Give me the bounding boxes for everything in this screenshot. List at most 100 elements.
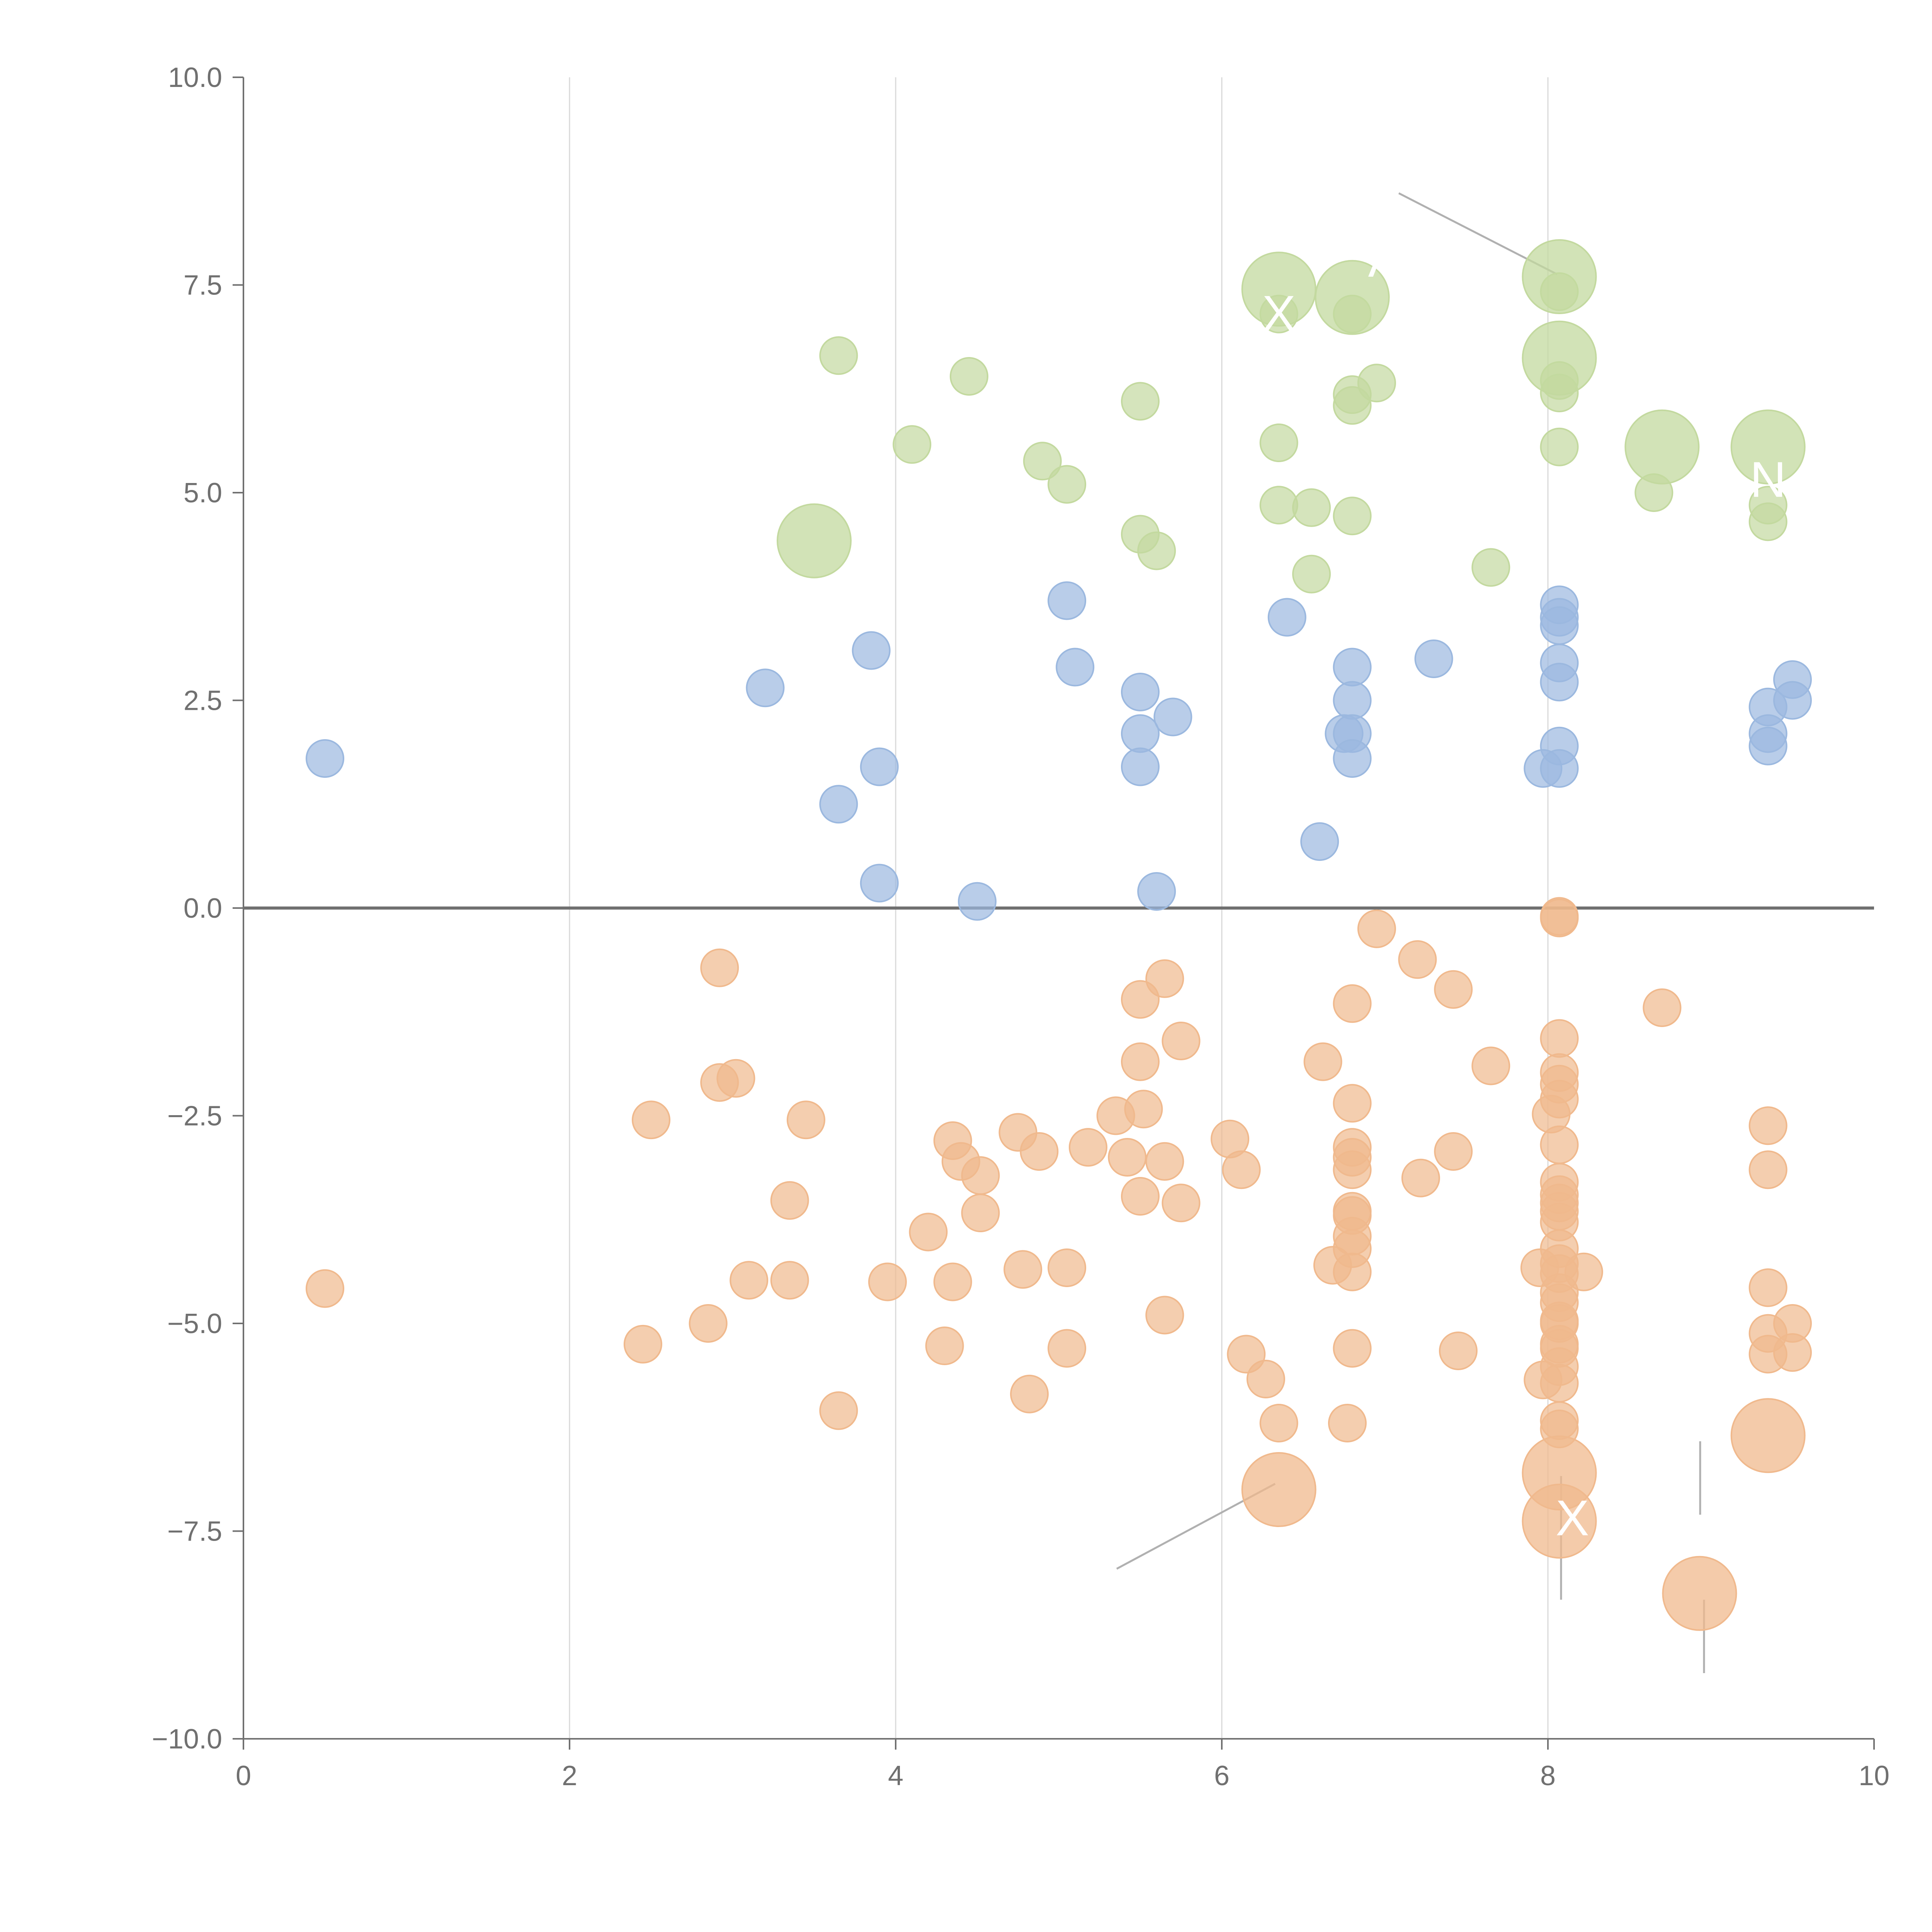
data-point xyxy=(306,739,344,778)
y-tick-label: −7.5 xyxy=(167,1516,222,1547)
data-point xyxy=(1020,1132,1059,1171)
data-point xyxy=(1540,1364,1579,1403)
bubble-label: N xyxy=(1750,451,1786,508)
x-tick-label: 8 xyxy=(1540,1760,1556,1791)
large-data-point xyxy=(1241,252,1316,327)
data-point xyxy=(1748,486,1787,525)
data-point xyxy=(852,631,891,670)
data-point xyxy=(1121,382,1160,421)
data-point xyxy=(958,882,997,921)
data-point xyxy=(1003,1250,1043,1289)
data-point xyxy=(1401,1158,1440,1197)
data-point xyxy=(770,1261,809,1300)
data-point xyxy=(860,864,899,903)
data-point xyxy=(1145,1296,1184,1335)
data-point xyxy=(1748,1268,1787,1307)
data-point xyxy=(1333,497,1372,536)
data-point xyxy=(1048,1329,1087,1368)
data-point xyxy=(1540,898,1579,937)
data-point xyxy=(1292,554,1331,594)
data-point xyxy=(1303,1042,1342,1081)
data-point xyxy=(1357,364,1396,403)
data-point xyxy=(632,1100,670,1139)
x-tick-label: 6 xyxy=(1214,1760,1230,1791)
data-point xyxy=(1434,1132,1473,1171)
data-point xyxy=(1540,1080,1579,1119)
data-point xyxy=(1121,714,1160,753)
large-data-point xyxy=(1730,409,1806,485)
data-point xyxy=(1540,749,1579,788)
data-point xyxy=(1333,648,1372,687)
data-point xyxy=(1121,1177,1160,1216)
data-point xyxy=(1564,1252,1603,1291)
data-point xyxy=(860,747,899,786)
data-point xyxy=(1292,488,1331,527)
data-point xyxy=(1145,959,1184,998)
data-point xyxy=(1333,984,1372,1023)
data-point xyxy=(949,357,988,396)
data-point xyxy=(933,1262,972,1301)
data-point xyxy=(1137,531,1176,570)
data-point xyxy=(1643,988,1682,1027)
data-point xyxy=(623,1325,662,1364)
large-data-point xyxy=(1624,409,1700,485)
data-points xyxy=(306,239,1812,1631)
data-point xyxy=(1333,1084,1372,1123)
large-data-point xyxy=(777,503,852,578)
data-point xyxy=(1068,1128,1107,1167)
data-point xyxy=(819,785,858,824)
data-point xyxy=(700,948,739,987)
large-data-point xyxy=(1522,1483,1597,1559)
data-point xyxy=(1471,548,1510,587)
data-point xyxy=(1048,1248,1087,1287)
data-point xyxy=(819,336,858,375)
data-point xyxy=(1145,1142,1184,1181)
data-point xyxy=(1540,427,1579,466)
x-tick-label: 4 xyxy=(888,1760,903,1791)
large-data-point xyxy=(1315,260,1390,335)
data-point xyxy=(786,1100,825,1139)
data-point xyxy=(1124,1090,1163,1129)
data-point xyxy=(1540,663,1579,702)
data-point xyxy=(1333,681,1372,720)
x-axis-ticks: 0 2 4 6 8 10 xyxy=(236,1739,1889,1791)
data-point xyxy=(306,1269,344,1308)
data-point xyxy=(1121,747,1160,786)
data-point xyxy=(868,1262,907,1301)
large-data-point xyxy=(1522,239,1597,314)
data-point xyxy=(1162,1184,1201,1223)
bubble-label: A xyxy=(1368,231,1402,287)
data-point xyxy=(1333,1150,1372,1189)
data-point xyxy=(1162,1022,1201,1060)
data-point xyxy=(1540,1125,1579,1164)
bubble-labels: A X N X xyxy=(1262,231,1786,1546)
large-data-point xyxy=(1241,1452,1316,1527)
data-point xyxy=(1748,726,1787,765)
data-point xyxy=(1414,639,1453,678)
large-data-point xyxy=(1522,320,1597,396)
y-tick-label: 5.0 xyxy=(184,478,222,509)
data-point xyxy=(1357,909,1396,948)
data-point xyxy=(1398,940,1437,979)
data-point xyxy=(746,668,785,707)
data-point xyxy=(689,1304,728,1343)
data-point xyxy=(1023,442,1062,481)
data-point xyxy=(1333,1329,1372,1368)
y-tick-label: 0.0 xyxy=(184,893,222,924)
y-tick-label: 7.5 xyxy=(184,270,222,301)
data-point xyxy=(1439,1331,1478,1370)
leader-lines xyxy=(1116,192,1705,1673)
data-point xyxy=(1333,386,1372,425)
data-point xyxy=(1137,872,1176,911)
data-point xyxy=(1540,606,1579,645)
data-point xyxy=(1259,1404,1298,1442)
data-point xyxy=(1434,970,1473,1009)
data-point xyxy=(961,1194,1000,1233)
data-point xyxy=(1333,1252,1372,1291)
data-point xyxy=(893,425,932,464)
y-axis-ticks: 10.0 7.5 5.0 2.5 0.0 −2.5 −5.0 −7.5 −10.0 xyxy=(152,62,243,1755)
data-point xyxy=(1471,1046,1510,1085)
data-point xyxy=(1773,681,1812,720)
large-data-point xyxy=(1662,1556,1737,1631)
data-point xyxy=(925,1327,964,1366)
